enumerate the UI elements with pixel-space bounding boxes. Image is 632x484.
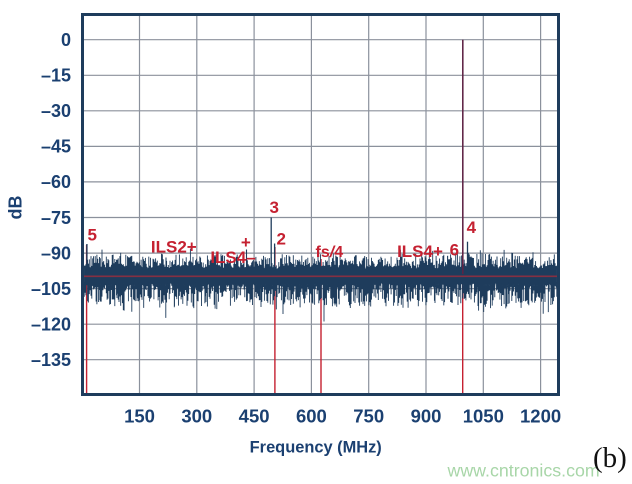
svg-text:750: 750 [353,406,384,427]
svg-text:fs/4: fs/4 [316,244,344,261]
svg-text:1200: 1200 [520,406,561,427]
svg-text:6: 6 [450,241,459,260]
svg-text:600: 600 [296,406,327,427]
svg-text:–90: –90 [41,243,71,263]
svg-text:+: + [241,233,251,252]
svg-text:150: 150 [124,406,155,427]
svg-text:–15: –15 [41,66,71,86]
svg-text:www.cntronics.com: www.cntronics.com [447,460,600,480]
svg-text:–30: –30 [41,101,71,121]
svg-text:0: 0 [61,30,71,50]
svg-text:4: 4 [467,218,477,237]
svg-text:ILS4+: ILS4+ [397,242,443,261]
svg-text:–120: –120 [31,315,71,335]
svg-text:3: 3 [269,198,278,217]
svg-text:–105: –105 [31,279,71,299]
svg-text:1050: 1050 [463,406,504,427]
svg-text:ILS2+: ILS2+ [151,237,197,256]
svg-text:–75: –75 [41,208,71,228]
svg-text:300: 300 [181,406,212,427]
svg-text:Frequency (MHz): Frequency (MHz) [250,438,382,456]
svg-text:–60: –60 [41,172,71,192]
svg-text:5: 5 [87,226,96,245]
svg-text:–135: –135 [31,350,71,370]
svg-text:450: 450 [239,406,270,427]
svg-text:ILS4–: ILS4– [210,248,255,267]
svg-text:–45: –45 [41,137,71,157]
svg-text:900: 900 [411,406,442,427]
svg-text:(b): (b) [593,442,627,474]
svg-text:dB: dB [6,196,26,220]
svg-text:2: 2 [276,230,285,249]
